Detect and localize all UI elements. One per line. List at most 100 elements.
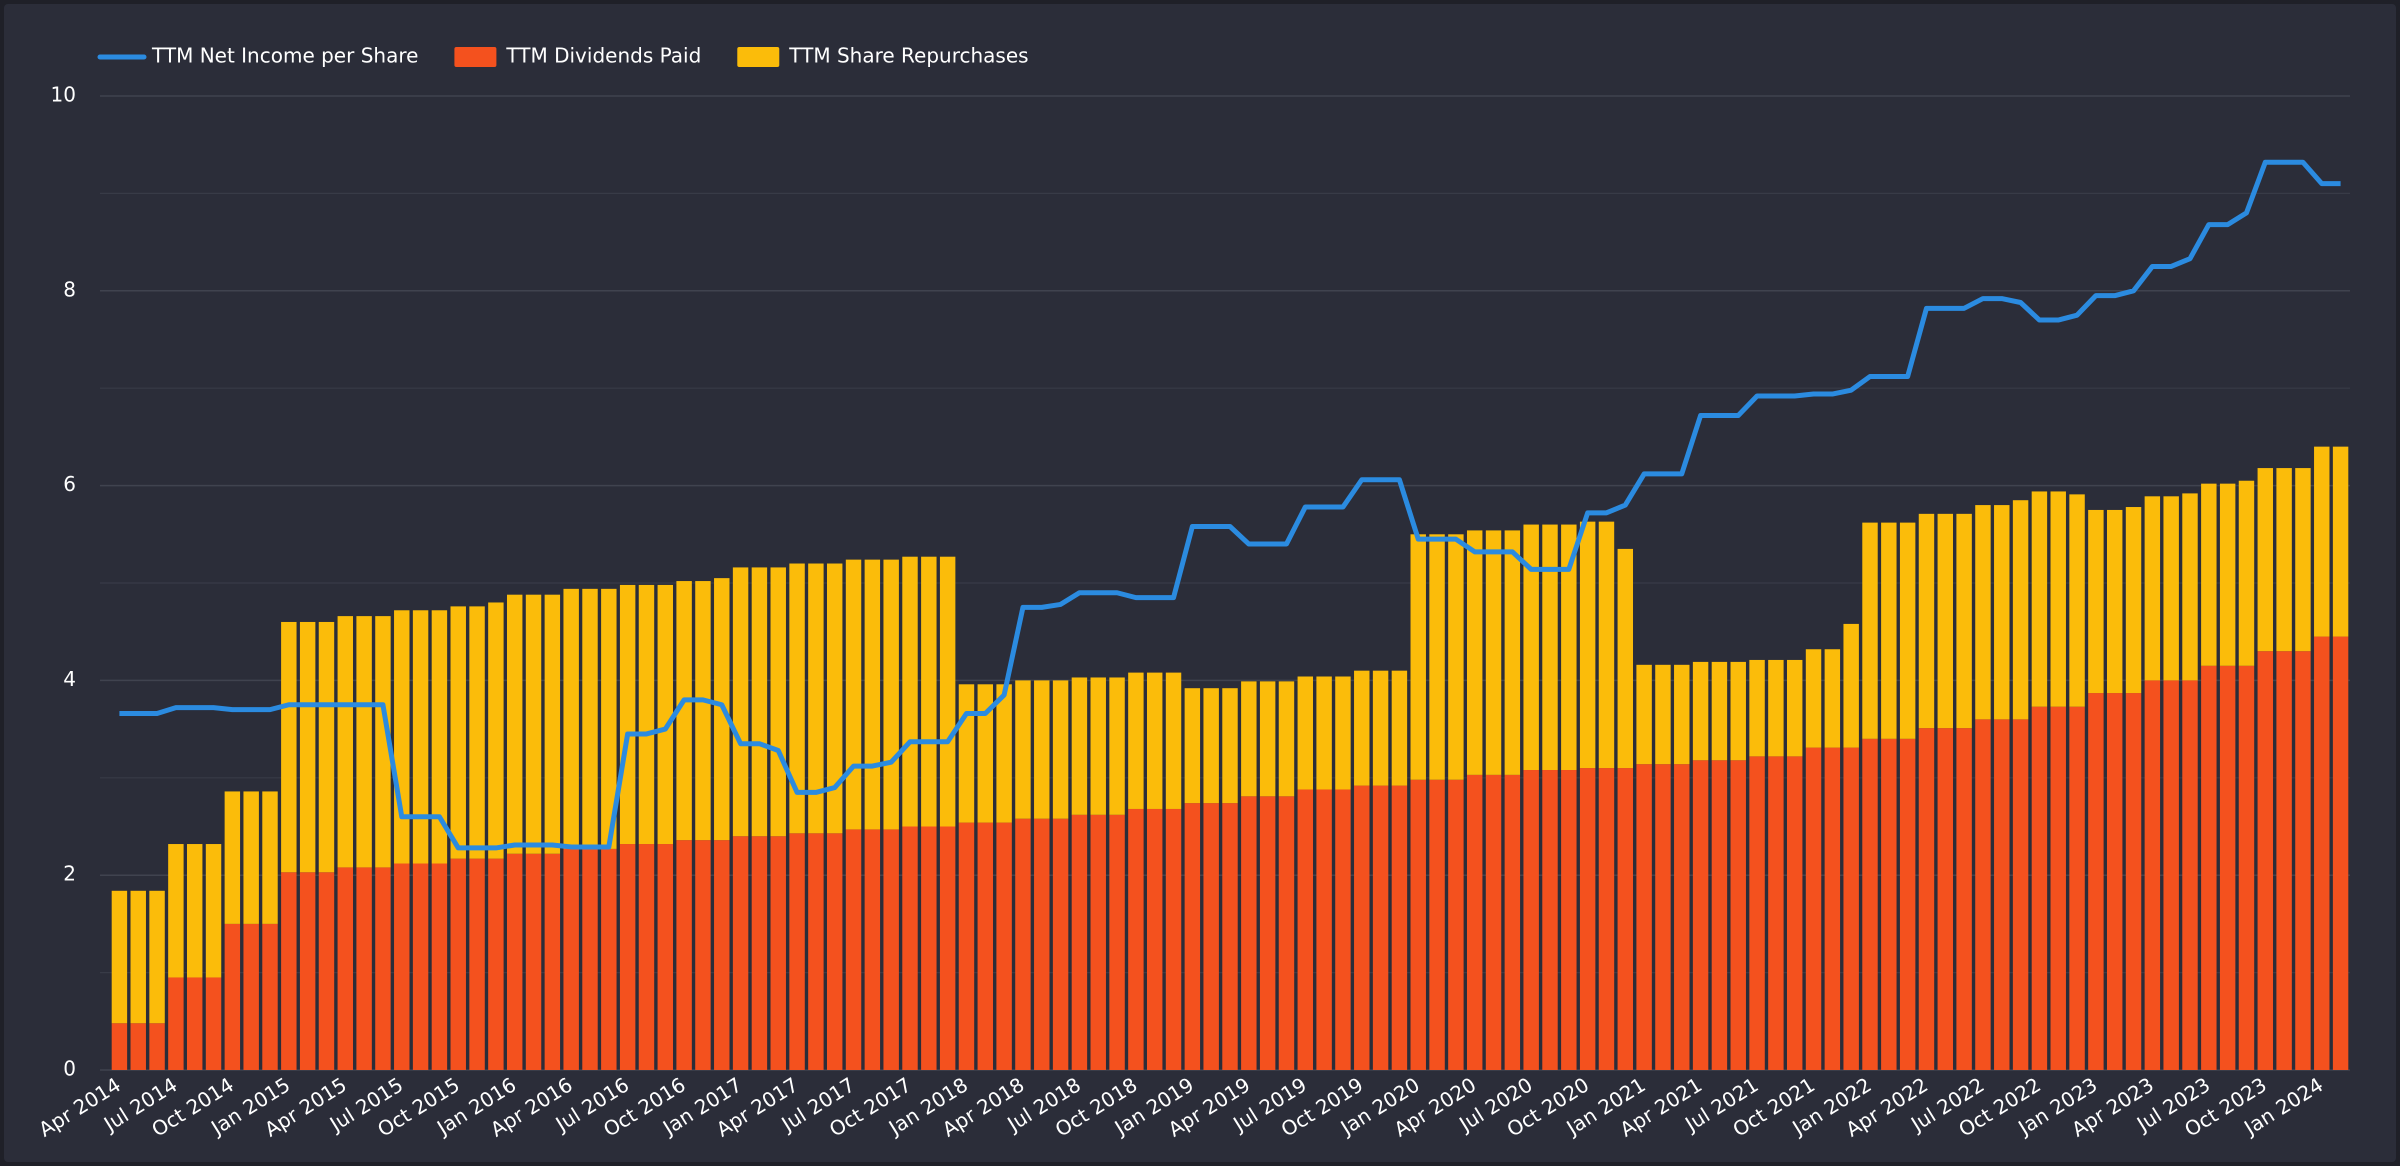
bar [2088, 693, 2104, 1070]
bar [1692, 661, 1709, 761]
bars [111, 446, 2349, 1070]
bar [1466, 530, 1483, 775]
bar [1354, 785, 1370, 1070]
bar [996, 822, 1012, 1070]
bar [1128, 672, 1144, 809]
bar [299, 621, 316, 873]
bar [1749, 756, 1765, 1070]
bar [789, 563, 805, 834]
bar [1448, 534, 1464, 780]
bar [1918, 513, 1935, 729]
bar [1410, 779, 1426, 1070]
bar [921, 556, 937, 827]
bar [525, 853, 542, 1070]
bar [299, 872, 316, 1070]
bar [1561, 770, 1577, 1070]
y-tick-label: 2 [63, 862, 76, 886]
bar [1504, 530, 1521, 775]
bar [1786, 756, 1803, 1070]
bar [996, 684, 1012, 823]
bar [149, 1023, 165, 1070]
bar [1485, 530, 1502, 775]
bar [1372, 785, 1389, 1070]
bar [1956, 513, 1972, 729]
bar [469, 606, 485, 859]
bar [262, 791, 278, 924]
bar [1203, 688, 1219, 804]
bar [2238, 480, 2255, 666]
bar [281, 872, 297, 1070]
bar [2144, 680, 2161, 1070]
bar [544, 594, 561, 854]
bar [2163, 680, 2179, 1070]
bar [2201, 483, 2217, 666]
bar [1598, 521, 1615, 769]
bar [676, 840, 692, 1070]
bar [1674, 764, 1690, 1070]
bar [2125, 507, 2142, 694]
bar [1636, 664, 1652, 765]
bar [1824, 649, 1841, 748]
bar [450, 858, 466, 1070]
bar [1994, 505, 2010, 720]
bar [1165, 808, 1182, 1070]
bar [337, 616, 354, 868]
bar [958, 684, 975, 823]
bar [1203, 803, 1219, 1070]
bar [732, 836, 749, 1070]
bar [1034, 818, 1050, 1070]
bar [1146, 672, 1163, 809]
bar [2125, 693, 2142, 1070]
bar [375, 867, 391, 1070]
bar [488, 602, 504, 859]
bar [1824, 747, 1841, 1070]
bar [676, 581, 692, 841]
bar [582, 588, 598, 849]
bar [2050, 491, 2066, 707]
bar [1542, 770, 1558, 1070]
bar [714, 840, 730, 1070]
bar [1128, 808, 1144, 1070]
bar [2276, 651, 2292, 1070]
bar [2257, 651, 2274, 1070]
bar [1241, 681, 1257, 797]
bar [525, 594, 542, 854]
bar [262, 923, 278, 1070]
bar [1109, 677, 1125, 815]
bar [130, 1023, 146, 1070]
bar [111, 1023, 128, 1070]
bar [469, 858, 485, 1070]
bar [1504, 774, 1521, 1070]
bar [883, 829, 899, 1070]
bar [1391, 785, 1408, 1070]
bar [789, 833, 805, 1070]
bar [939, 826, 956, 1070]
bar [1429, 779, 1445, 1070]
bar [1655, 664, 1671, 765]
bar [2314, 446, 2330, 637]
bar [1711, 760, 1728, 1070]
bar [2069, 494, 2085, 707]
bar [638, 584, 655, 845]
bar [506, 853, 523, 1070]
bar [1184, 803, 1201, 1070]
bar [1579, 521, 1596, 769]
bar [1749, 659, 1765, 757]
bar [1862, 522, 1878, 739]
bar [2182, 680, 2198, 1070]
bar [751, 836, 768, 1070]
bar [2144, 496, 2161, 681]
legend: TTM Net Income per Share TTM Dividends Pa… [97, 44, 1029, 68]
bar [1241, 796, 1257, 1070]
y-tick-label: 0 [63, 1057, 76, 1081]
bar [1448, 779, 1464, 1070]
bar [563, 588, 579, 849]
bar [412, 863, 429, 1070]
bar [1956, 728, 1972, 1070]
bar [2201, 665, 2217, 1070]
bar [2238, 665, 2255, 1070]
bar [582, 848, 598, 1070]
bar [1937, 728, 1954, 1070]
bar [1768, 659, 1784, 757]
bar [1222, 803, 1238, 1070]
